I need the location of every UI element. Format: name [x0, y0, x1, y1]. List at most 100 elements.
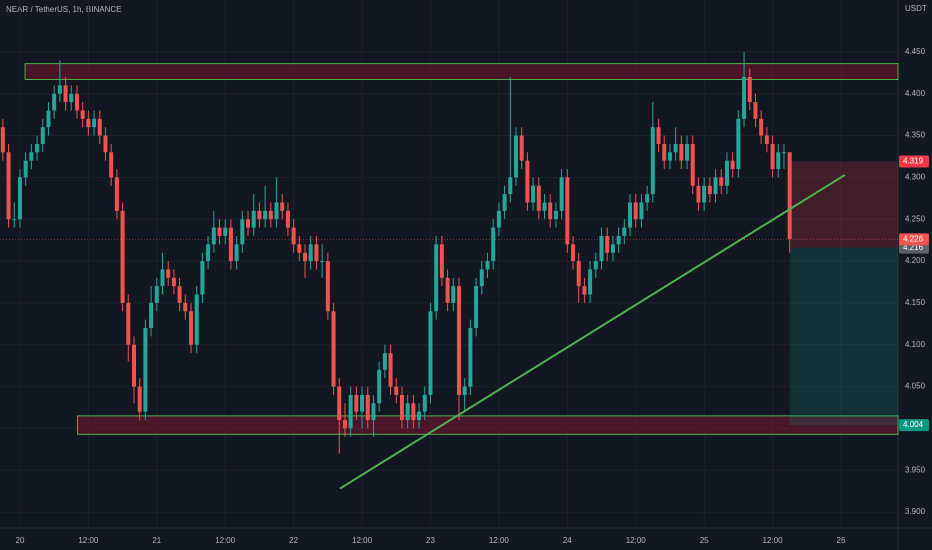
zone [24, 63, 899, 80]
candle-body [479, 269, 484, 287]
candle-body [445, 277, 450, 303]
price-label-bg [899, 419, 929, 432]
candle-body [685, 143, 690, 161]
candle-body [331, 311, 336, 387]
candle-body [126, 302, 131, 345]
candle-body [428, 311, 433, 395]
candle-body [69, 93, 74, 103]
price-label: 4.004 [903, 420, 924, 429]
candle-body [781, 152, 786, 154]
candle-body [742, 76, 747, 119]
candle-body [337, 386, 342, 421]
candle-body [240, 219, 245, 245]
candle-body [724, 160, 729, 186]
candle-body [462, 386, 467, 395]
candle-body [206, 244, 211, 262]
candle-body [787, 152, 792, 240]
candle-body [92, 118, 97, 128]
x-tick-label: 24 [563, 536, 572, 545]
candle-body [610, 244, 615, 253]
candle-body [628, 202, 633, 228]
candle-body [776, 152, 781, 170]
candle-body [770, 143, 775, 170]
candle-body [228, 227, 233, 262]
candle-body [491, 227, 496, 262]
candle-body [542, 202, 547, 211]
candle-body [662, 143, 667, 161]
candle-body [525, 160, 530, 203]
candle-body [679, 143, 684, 161]
y-tick-label: 4.200 [905, 256, 926, 265]
candle-body [382, 353, 387, 370]
candle-body [696, 185, 701, 203]
candle-body [246, 219, 251, 228]
candle-body [17, 177, 22, 220]
y-tick-label: 4.400 [905, 89, 926, 98]
candle-body [707, 185, 712, 195]
candle-body [377, 369, 382, 404]
candle-body [360, 394, 365, 412]
candle-body [639, 202, 644, 220]
zone [77, 415, 899, 435]
candle-body [160, 269, 165, 287]
candle-body [297, 244, 302, 253]
candle-body [131, 344, 136, 387]
candle-body [365, 394, 370, 421]
candle-body [571, 244, 576, 262]
candle-body [171, 277, 176, 287]
candle-body [149, 302, 154, 329]
candle-body [120, 210, 125, 303]
candle-body [764, 135, 769, 144]
candle-body [645, 194, 650, 203]
candle-body [456, 286, 461, 395]
candle-body [86, 118, 91, 128]
candle-body [690, 143, 695, 186]
x-tick-label: 21 [152, 536, 161, 545]
y-tick-label: 4.050 [905, 382, 926, 391]
candle-body [622, 227, 627, 236]
candle-body [189, 311, 194, 345]
candle-body [257, 210, 262, 220]
x-tick-label: 12:00 [626, 536, 647, 545]
price-label: 4.319 [903, 157, 924, 166]
x-tick-label: 12:00 [352, 536, 373, 545]
candle-body [605, 235, 610, 253]
candle-body [80, 110, 85, 119]
trendline [339, 174, 846, 490]
y-tick-label: 4.100 [905, 340, 926, 349]
candle-body [194, 294, 199, 345]
candle-body [0, 127, 5, 153]
candle-body [702, 185, 707, 203]
candle-body [565, 177, 570, 245]
candle-body [57, 85, 62, 94]
candle-body [137, 386, 142, 412]
candle-body [40, 127, 45, 144]
candle-body [422, 394, 427, 412]
candle-body [6, 152, 11, 220]
candle-body [285, 210, 290, 228]
candle-body [223, 227, 228, 236]
candle-body [411, 403, 416, 421]
candle-body [747, 76, 752, 103]
candle-body [371, 403, 376, 421]
candle-body [536, 185, 541, 211]
candle-body [217, 227, 222, 236]
x-tick-label: 25 [700, 536, 709, 545]
price-label: 4.226 [903, 234, 924, 243]
candle-body [280, 202, 285, 211]
candle-body [211, 227, 216, 245]
candle-body [417, 411, 422, 421]
candle-body [474, 286, 479, 329]
candle-body [183, 302, 188, 312]
target-zone [789, 247, 898, 426]
candle-body [268, 210, 273, 220]
y-tick-label: 4.350 [905, 131, 926, 140]
candle-body [553, 210, 558, 220]
candle-body [97, 118, 102, 136]
price-label: 4.216 [903, 243, 924, 252]
candle-body [274, 202, 279, 220]
y-axis-label: USDT [905, 4, 927, 13]
